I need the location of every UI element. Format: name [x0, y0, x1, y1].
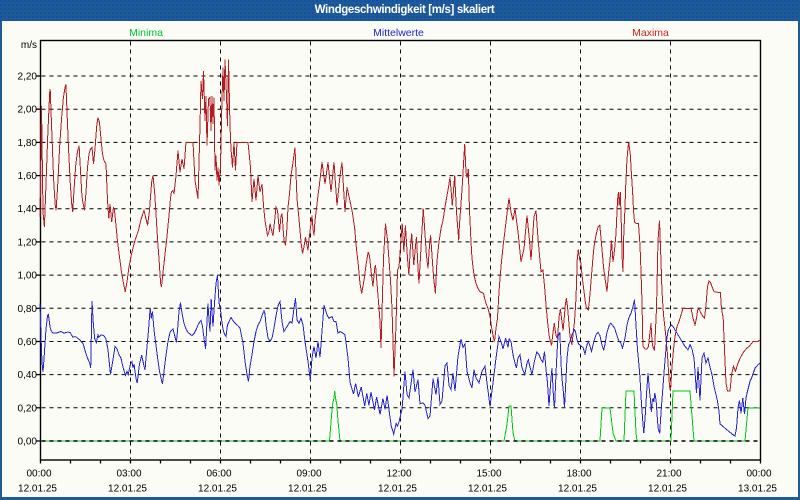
- svg-text:0,20: 0,20: [18, 403, 38, 414]
- svg-text:12:00: 12:00: [386, 469, 411, 480]
- svg-text:21:00: 21:00: [656, 469, 681, 480]
- svg-text:00:00: 00:00: [26, 469, 51, 480]
- svg-text:15:00: 15:00: [476, 469, 501, 480]
- svg-text:Maxima: Maxima: [632, 27, 669, 39]
- svg-text:12.01.25: 12.01.25: [18, 484, 57, 495]
- svg-text:0,60: 0,60: [18, 337, 38, 348]
- svg-text:1,20: 1,20: [18, 237, 38, 248]
- svg-text:12.01.25: 12.01.25: [198, 484, 237, 495]
- svg-text:18:00: 18:00: [566, 469, 591, 480]
- svg-text:13.01.25: 13.01.25: [738, 484, 777, 495]
- svg-text:2,20: 2,20: [18, 72, 38, 83]
- svg-text:m/s: m/s: [21, 40, 37, 51]
- svg-text:06:00: 06:00: [206, 469, 231, 480]
- svg-text:1,60: 1,60: [18, 171, 38, 182]
- svg-text:12.01.25: 12.01.25: [108, 484, 147, 495]
- svg-text:1,80: 1,80: [18, 138, 38, 149]
- svg-text:12.01.25: 12.01.25: [648, 484, 687, 495]
- svg-text:12.01.25: 12.01.25: [288, 484, 327, 495]
- svg-text:Mittelwerte: Mittelwerte: [373, 27, 424, 39]
- svg-text:0,80: 0,80: [18, 304, 38, 315]
- svg-text:Minima: Minima: [129, 27, 163, 39]
- svg-text:1,40: 1,40: [18, 204, 38, 215]
- svg-text:00:00: 00:00: [746, 469, 771, 480]
- svg-text:0,40: 0,40: [18, 370, 38, 381]
- svg-text:09:00: 09:00: [296, 469, 321, 480]
- svg-text:2,00: 2,00: [18, 105, 38, 116]
- svg-text:12.01.25: 12.01.25: [558, 484, 597, 495]
- svg-text:1,00: 1,00: [18, 271, 38, 282]
- svg-text:03:00: 03:00: [116, 469, 141, 480]
- svg-text:12.01.25: 12.01.25: [378, 484, 417, 495]
- svg-text:12.01.25: 12.01.25: [468, 484, 507, 495]
- svg-text:0,00: 0,00: [18, 437, 38, 448]
